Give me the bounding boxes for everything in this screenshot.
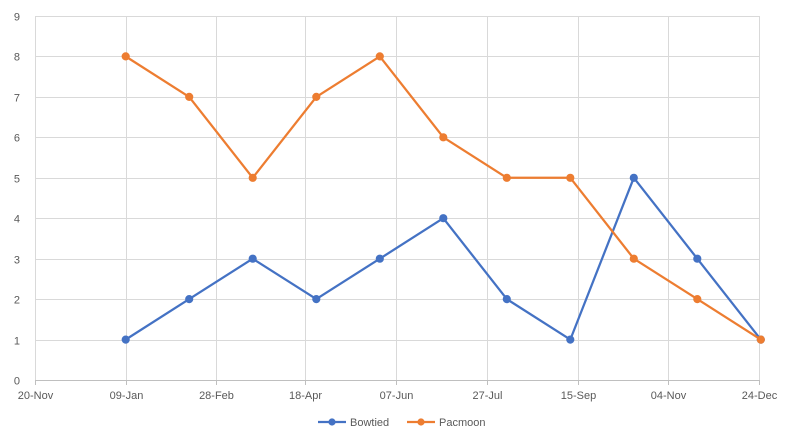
x-tick-label: 27-Jul <box>473 390 503 402</box>
x-tick-label: 20-Nov <box>18 390 54 402</box>
y-tick-label: 9 <box>14 12 20 24</box>
gridlines <box>35 16 760 380</box>
x-tick-label: 18-Apr <box>289 390 322 402</box>
data-point-pacmoon <box>629 254 638 263</box>
y-tick-label: 8 <box>14 52 20 64</box>
y-tick-label: 1 <box>14 336 20 348</box>
legend-item-pacmoon: Pacmoon <box>407 417 485 429</box>
axes: 0 1 2 3 4 5 6 7 8 9 20-Nov 09-Jan 28-Feb 18-Apr 07-Jun… <box>14 12 778 403</box>
data-point-bowtied <box>312 295 321 304</box>
data-point-bowtied <box>248 254 257 263</box>
data-point-pacmoon <box>185 92 194 102</box>
y-tick-label: 5 <box>14 174 20 186</box>
legend-swatch-marker <box>417 418 425 426</box>
data-point-bowtied <box>185 295 194 304</box>
x-tick-label: 07-Jun <box>380 390 414 402</box>
data-point-pacmoon <box>375 52 384 61</box>
legend: Bowtied Pacmoon <box>318 417 485 429</box>
legend-label: Bowtied <box>350 417 389 429</box>
y-tick-label: 6 <box>14 133 20 145</box>
data-point-pacmoon <box>312 92 321 102</box>
data-point-pacmoon <box>248 173 257 182</box>
y-tick-label: 7 <box>14 93 20 105</box>
y-tick-label: 3 <box>14 255 20 267</box>
data-point-pacmoon <box>566 173 575 182</box>
x-tick-label: 15-Sep <box>561 390 596 402</box>
data-point-bowtied <box>693 254 702 263</box>
data-point-bowtied <box>121 335 130 344</box>
x-tick-label: 28-Feb <box>199 390 234 402</box>
legend-swatch-marker <box>328 418 336 426</box>
legend-item-bowtied: Bowtied <box>318 417 389 429</box>
data-point-bowtied <box>439 214 448 223</box>
series-line-pacmoon <box>125 55 762 341</box>
y-tick-label: 0 <box>14 376 20 388</box>
data-point-bowtied <box>375 254 384 263</box>
data-point-pacmoon <box>756 335 765 344</box>
data-point-pacmoon <box>693 295 702 304</box>
series-pacmoon <box>121 52 765 344</box>
series-line-bowtied <box>125 176 762 341</box>
x-tick-label: 24-Dec <box>742 390 778 402</box>
data-point-bowtied <box>502 295 511 304</box>
x-tick-label: 09-Jan <box>110 390 144 402</box>
data-point-bowtied <box>629 173 638 182</box>
series <box>121 52 765 344</box>
y-tick-label: 4 <box>14 214 20 226</box>
data-point-pacmoon <box>502 173 511 182</box>
data-point-bowtied <box>566 335 575 344</box>
data-point-pacmoon <box>439 133 448 142</box>
y-tick-label: 2 <box>14 295 20 307</box>
legend-label: Pacmoon <box>439 417 485 429</box>
data-point-pacmoon <box>121 52 130 61</box>
x-tick-label: 04-Nov <box>651 390 687 402</box>
